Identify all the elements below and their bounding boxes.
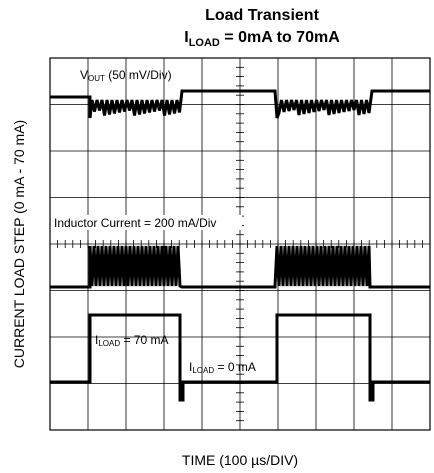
iload-low-symbol: I — [189, 360, 192, 374]
inductor-trace — [50, 245, 430, 289]
inductor-label: Inductor Current = 200 mA/Div — [54, 216, 216, 230]
graticule — [49, 57, 431, 431]
subtitle-subscript: LOAD — [189, 37, 220, 49]
iload-low-label: ILOAD = 0 mA — [189, 360, 256, 375]
title: Load Transient — [205, 7, 319, 24]
iload-low-subscript: LOAD — [192, 366, 214, 375]
x-axis-label: TIME (100 µs/DIV) — [182, 452, 298, 468]
iload-trace — [50, 313, 430, 402]
vout-text: (50 mV/Div) — [105, 68, 172, 82]
label-bg — [52, 215, 242, 230]
iload-high-subscript: LOAD — [98, 339, 120, 348]
y-axis-label: CURRENT LOAD STEP (0 mA - 70 mA) — [11, 120, 27, 368]
vout-label: VOUT (50 mV/Div) — [80, 68, 172, 83]
subtitle-symbol: I — [184, 29, 188, 46]
subtitle-text: = 0mA to 70mA — [220, 29, 340, 46]
vout-subscript: OUT — [88, 74, 105, 83]
vout-trace — [50, 89, 430, 119]
traces — [50, 89, 430, 402]
iload-low-text: = 0 mA — [214, 360, 256, 374]
iload-high-symbol: I — [95, 333, 98, 347]
subtitle: ILOAD = 0mA to 70mA — [184, 29, 340, 49]
iload-high-label: ILOAD = 70 mA — [95, 333, 169, 348]
vout-symbol: V — [80, 68, 88, 82]
iload-high-text: = 70 mA — [120, 333, 168, 347]
